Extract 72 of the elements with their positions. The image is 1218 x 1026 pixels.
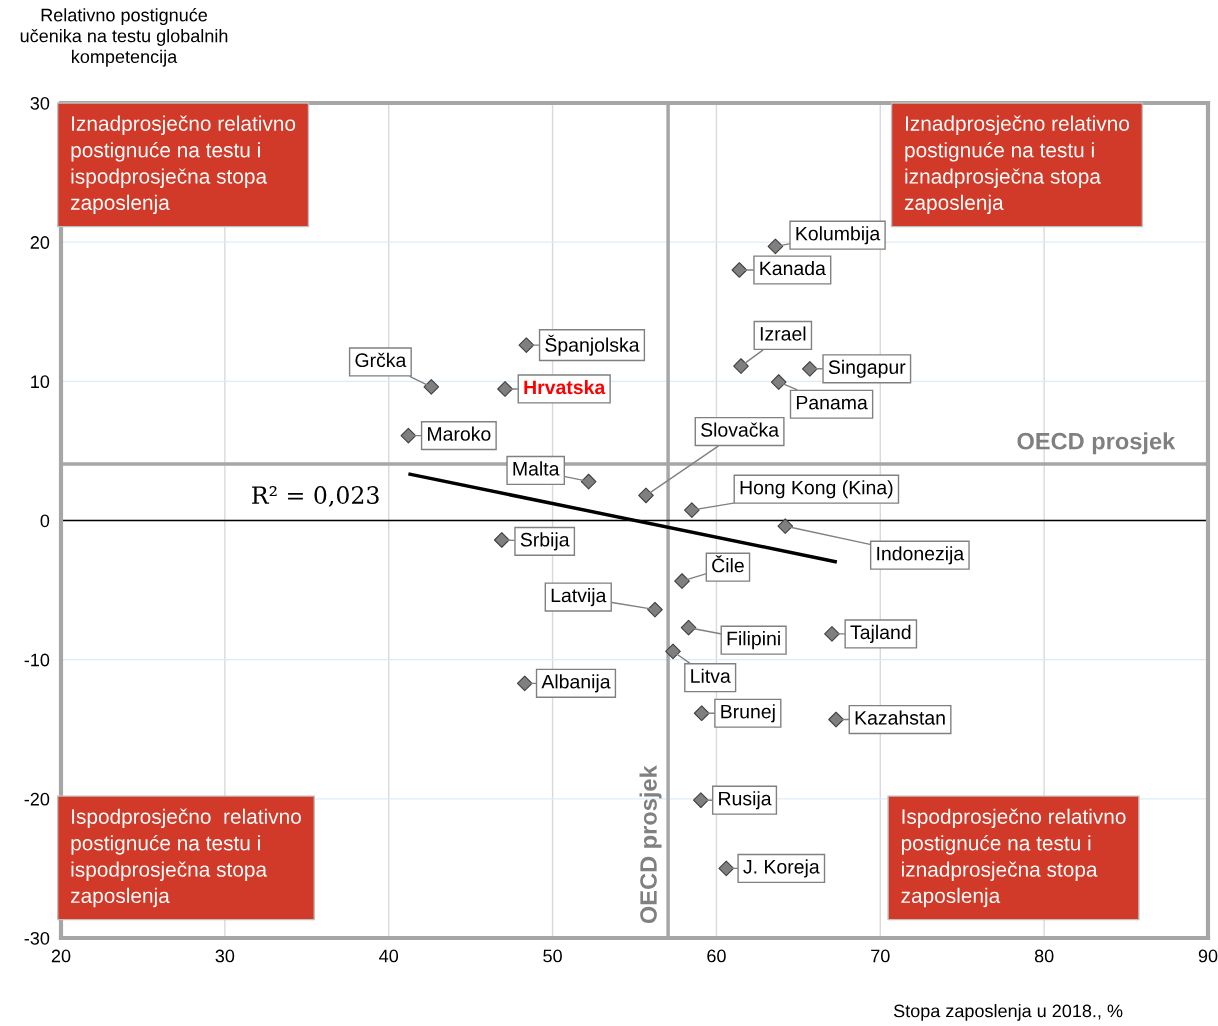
annotation: Malta (513, 461, 560, 476)
y-tick-label: -20 (24, 792, 50, 806)
x-tick-label: 40 (379, 949, 399, 963)
ref-line-label: OECD prosjek (639, 765, 662, 924)
point (638, 487, 654, 504)
y-tick-label: 20 (30, 236, 50, 249)
point (801, 360, 818, 377)
y-tick-label: -10 (24, 653, 50, 667)
x-tick-label: 50 (543, 949, 562, 963)
annotation: Slovačka (701, 422, 780, 437)
annotation: Rusija (719, 791, 772, 810)
annotation: Tajland (850, 624, 911, 643)
annotation: Iznadprosječno relativno postignuće na testu i ispodprosječna stopa zaposlenja (71, 115, 296, 215)
point (777, 518, 794, 534)
point (518, 337, 535, 353)
point (693, 792, 709, 809)
point (497, 381, 513, 397)
x-tick-label: 80 (1034, 949, 1054, 963)
point (693, 705, 710, 722)
annotation: Španjolska (545, 334, 640, 356)
point (680, 619, 697, 636)
point (733, 358, 749, 374)
annotation: Grčka (355, 352, 407, 368)
annotation: Filipini (727, 631, 780, 650)
point (674, 573, 690, 589)
x-tick-label: 60 (707, 949, 726, 963)
point (824, 626, 840, 642)
annotation: Albanija (541, 674, 611, 693)
y-tick-label: 10 (31, 375, 50, 389)
annotation: Ispodprosječno relativno postignuće na testu i ispodprosječna stopa zaposlenja (71, 808, 301, 908)
annotation: Latvija (551, 588, 607, 607)
point (770, 374, 787, 390)
point (493, 532, 510, 548)
annotation: Maroko (428, 426, 491, 441)
point (718, 860, 735, 877)
annotation: Hong Kong (Kina) (740, 480, 893, 499)
y-tick-label: 0 (40, 514, 50, 528)
x-tick-label: 90 (1198, 949, 1218, 963)
annotation: Singapur (828, 359, 906, 378)
annotation: Kanada (760, 260, 826, 276)
annotation: Kazahstan (855, 710, 945, 725)
annotation: Indonezija (877, 546, 965, 565)
annotation: Izrael (760, 326, 806, 341)
annotation: Čile (712, 555, 744, 573)
point (647, 601, 663, 618)
annotation: J. Koreja (743, 859, 820, 878)
point (828, 711, 844, 728)
point (731, 262, 748, 278)
point (684, 502, 700, 518)
x-tick-label: 30 (215, 949, 235, 963)
annotation: Brunej (721, 704, 775, 723)
annotation: Panama (796, 395, 868, 410)
point (580, 473, 597, 490)
y-axis-title: Relativno postignuće učenika na testu globalnih kompetencija (20, 8, 228, 67)
y-tick-label: 30 (30, 96, 50, 110)
point (400, 427, 417, 444)
point (516, 675, 533, 692)
x-tick-label: 70 (871, 949, 890, 963)
point (767, 238, 784, 255)
annotation: R² = 0,023 (252, 486, 379, 507)
point (665, 643, 681, 660)
annotation: Ispodprosječno relativno postignuće na testu i iznadprosječna stopa zaposlenja (901, 808, 1126, 908)
annotation: Hrvatska (524, 379, 606, 395)
annotation: Srbija (520, 532, 570, 551)
y-tick-label: -30 (24, 931, 50, 945)
ref-line-label: OECD prosjek (1017, 432, 1176, 455)
annotation: Kolumbija (796, 226, 881, 245)
point (423, 379, 440, 395)
x-tick-label: 20 (51, 949, 71, 963)
x-axis-title: Stopa zaposlenja u 2018., % (893, 1004, 1123, 1021)
annotation: Litva (691, 668, 731, 683)
annotation: Iznadprosječno relativno postignuće na testu i iznadprosječna stopa zaposlenja (904, 115, 1129, 215)
